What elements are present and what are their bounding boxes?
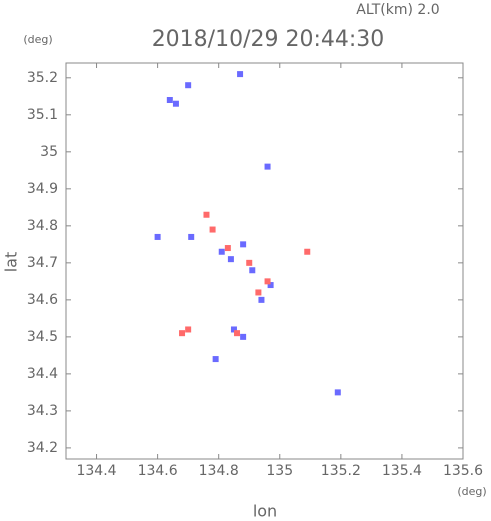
echo-point [255,289,262,296]
x-tick-label: 135.4 [382,463,422,479]
echo-point [264,278,271,285]
echo-point [237,71,244,78]
echo-point [227,256,234,263]
x-unit: (deg) [457,485,486,498]
y-tick-label: 34.5 [27,329,58,345]
y-tick-label: 34.8 [27,218,58,234]
x-tick-label: 134.8 [199,463,239,479]
echo-point [188,233,195,240]
echo-point [185,326,192,333]
echo-point [264,163,271,170]
echo-point [154,233,161,240]
chart-title: 2018/10/29 20:44:30 [152,27,385,52]
echo-point [234,330,241,337]
echo-point [258,296,265,303]
y-tick-label: 34.6 [27,292,58,308]
echo-point [334,389,341,396]
echo-point [203,211,210,218]
y-tick-label: 35 [40,144,58,160]
y-tick-label: 34.4 [27,366,58,382]
x-tick-label: 135 [266,463,293,479]
x-tick-label: 134.6 [138,463,178,479]
echo-point [218,248,225,255]
y-tick-label: 34.3 [27,403,58,419]
x-axis-label: lon [253,502,277,521]
echo-point [246,259,253,266]
echo-point [304,248,311,255]
y-tick-label: 35.1 [27,107,58,123]
subtitle: ALT(km) 2.0 [356,2,439,18]
echo-point [209,226,216,233]
echo-point [172,100,179,107]
echo-point [185,82,192,89]
echo-point [267,282,274,289]
y-tick-label: 34.2 [27,440,58,456]
echo-point [212,356,219,363]
y-axis-label: lat [2,252,21,273]
x-tick-label: 134.4 [76,463,116,479]
echo-point [224,245,231,252]
x-tick-label: 135.6 [443,463,483,479]
x-tick-label: 135.2 [321,463,361,479]
y-tick-label: 35.2 [27,70,58,86]
plot-frame [65,62,464,460]
y-unit: (deg) [23,33,52,46]
echo-point [249,267,256,274]
y-tick-label: 34.7 [27,255,58,271]
echo-point [240,241,247,248]
y-tick-label: 34.9 [27,181,58,197]
echo-point [179,330,186,337]
echo-point [166,97,173,104]
echo-point [240,333,247,340]
echo-point [230,326,237,333]
